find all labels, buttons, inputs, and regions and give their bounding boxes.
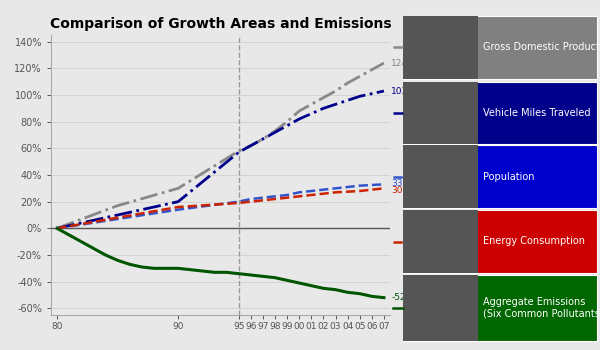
Text: Vehicle Miles Traveled: Vehicle Miles Traveled (483, 108, 590, 118)
Text: Population: Population (483, 172, 535, 182)
Text: Aggregate Emissions
(Six Common Pollutants): Aggregate Emissions (Six Common Pollutan… (483, 297, 600, 319)
Text: Gross Domestic Product: Gross Domestic Product (483, 42, 600, 52)
Text: 30%: 30% (391, 186, 412, 195)
Text: Energy Consumption: Energy Consumption (483, 237, 585, 246)
Text: 103%: 103% (391, 86, 417, 96)
Text: 33%: 33% (391, 179, 412, 188)
Title: Comparison of Growth Areas and Emissions: Comparison of Growth Areas and Emissions (50, 17, 391, 31)
Text: -52%: -52% (391, 293, 415, 302)
Text: 124%: 124% (391, 58, 417, 68)
